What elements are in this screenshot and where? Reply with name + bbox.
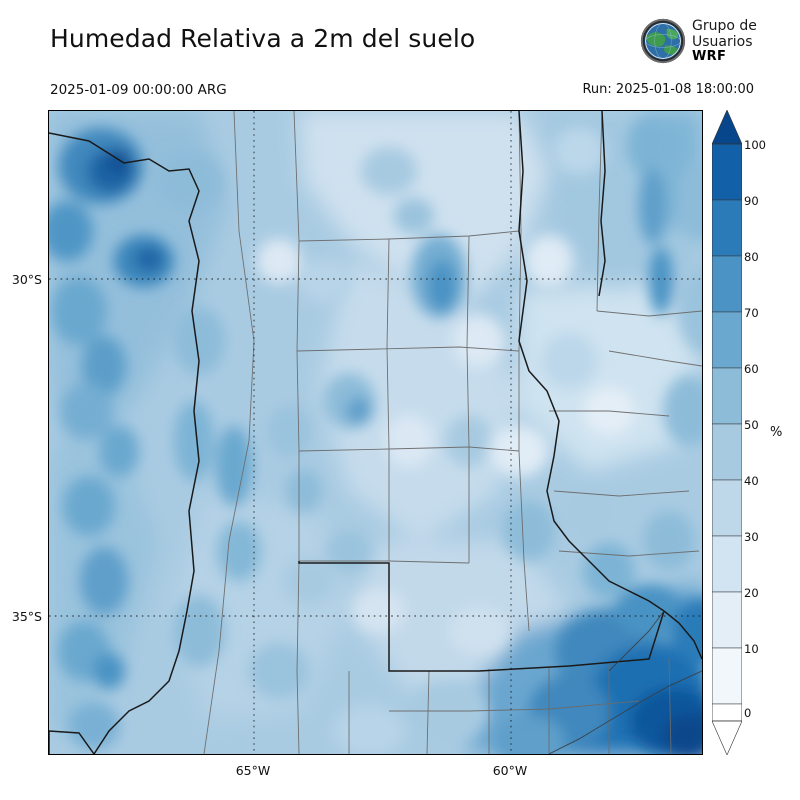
cbar-tick-20: 20 bbox=[744, 586, 759, 600]
page-title: Humedad Relativa a 2m del suelo bbox=[50, 24, 476, 53]
logo-line-1: Grupo de bbox=[692, 18, 757, 34]
map-panel[interactable] bbox=[48, 110, 703, 755]
humidity-field bbox=[49, 111, 702, 754]
cbar-tick-30: 30 bbox=[744, 530, 759, 544]
logo-line-2: Usuarios bbox=[692, 34, 753, 51]
colorbar bbox=[712, 110, 742, 755]
cbar-tick-50: 50 bbox=[744, 418, 759, 432]
lon-tick-60W: 60°W bbox=[492, 763, 528, 778]
colorbar-unit-label: % bbox=[770, 425, 783, 440]
run-time-label: Run: 2025-01-08 18:00:00 bbox=[582, 82, 754, 97]
cbar-tick-80: 80 bbox=[744, 250, 759, 264]
logo-line-3: WRF bbox=[692, 49, 727, 65]
valid-time-label: 2025-01-09 00:00:00 ARG bbox=[50, 82, 227, 98]
lat-tick-30S: 30°S bbox=[11, 272, 42, 287]
cbar-tick-70: 70 bbox=[744, 306, 759, 320]
globe-icon bbox=[640, 18, 686, 64]
cbar-tick-40: 40 bbox=[744, 474, 759, 488]
cbar-tick-0: 0 bbox=[744, 706, 752, 720]
colorbar-tick-labels: 100 90 80 70 60 50 40 30 20 10 0 bbox=[744, 110, 784, 755]
lon-tick-65W: 65°W bbox=[235, 763, 271, 778]
cbar-tick-100: 100 bbox=[744, 138, 766, 152]
cbar-tick-90: 90 bbox=[744, 194, 759, 208]
lat-tick-35S: 35°S bbox=[11, 609, 42, 624]
cbar-tick-60: 60 bbox=[744, 362, 759, 376]
cbar-tick-10: 10 bbox=[744, 642, 759, 656]
wrf-user-group-logo: Grupo de Usuarios WRF bbox=[640, 16, 790, 68]
